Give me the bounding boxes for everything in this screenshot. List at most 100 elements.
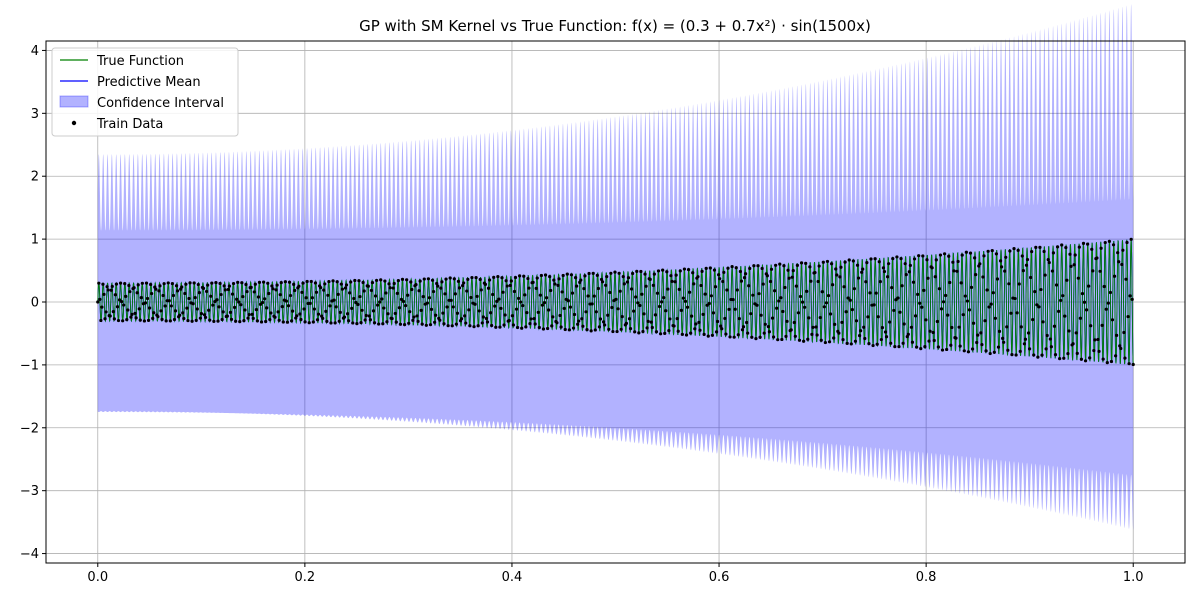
train-data-point: [960, 253, 964, 257]
train-data-point: [775, 306, 779, 310]
train-data-point: [1089, 324, 1093, 328]
train-data-point: [239, 303, 243, 307]
train-data-point: [808, 265, 812, 269]
train-data-point: [505, 284, 509, 288]
train-data-point: [732, 335, 736, 339]
train-data-point: [823, 340, 827, 345]
train-data-point: [946, 313, 950, 317]
train-data-point: [180, 285, 184, 289]
train-data-point: [730, 265, 734, 269]
train-data-point: [316, 312, 321, 316]
train-data-point: [981, 275, 985, 279]
train-data-point: [1128, 294, 1132, 298]
train-data-point: [453, 292, 457, 296]
train-data-point: [568, 305, 573, 309]
train-data-point: [496, 274, 500, 279]
train-data-point: [792, 320, 796, 325]
train-data-point: [844, 310, 848, 314]
train-data-point: [297, 284, 301, 288]
train-data-point: [96, 300, 100, 304]
y-tick-label: 4: [31, 44, 39, 59]
train-data-point: [638, 303, 642, 308]
train-data-point: [1046, 258, 1050, 262]
train-data-point: [795, 263, 800, 267]
train-data-point: [833, 322, 837, 326]
train-data-point: [137, 307, 141, 311]
train-data-point: [1027, 347, 1032, 351]
train-data-point: [428, 323, 433, 327]
train-data-point: [493, 304, 497, 308]
train-data-point: [198, 316, 202, 320]
train-data-point: [633, 330, 637, 334]
train-data-point: [326, 293, 330, 297]
train-data-point: [113, 293, 117, 297]
train-data-point: [970, 347, 975, 351]
train-data-point: [605, 275, 609, 279]
train-data-point: [435, 281, 439, 286]
train-data-point: [191, 302, 195, 306]
train-data-point: [945, 347, 949, 352]
train-data-point: [895, 255, 899, 259]
train-data-point: [559, 325, 563, 329]
train-data-point: [466, 277, 470, 281]
train-data-point: [511, 323, 516, 327]
train-data-point: [244, 282, 248, 287]
train-data-point: [386, 312, 390, 316]
train-data-point: [824, 301, 829, 305]
train-data-point: [514, 307, 519, 311]
train-data-point: [562, 306, 566, 311]
train-data-point: [688, 290, 692, 294]
train-data-point: [807, 316, 811, 320]
train-data-point: [759, 313, 763, 317]
y-tick-label: −1: [20, 358, 39, 373]
train-data-point: [1104, 307, 1108, 311]
train-data-point: [847, 258, 851, 262]
train-data-point: [212, 319, 216, 323]
train-data-point: [781, 309, 785, 314]
train-data-point: [1083, 359, 1088, 363]
train-data-point: [520, 326, 524, 330]
train-data-point: [708, 266, 712, 270]
train-data-point: [761, 282, 765, 286]
train-data-point: [222, 284, 226, 288]
train-data-point: [932, 338, 936, 343]
train-data-point: [961, 313, 965, 317]
train-data-point: [776, 338, 780, 342]
train-data-point: [675, 317, 679, 321]
train-data-point: [546, 326, 550, 331]
train-data-point: [168, 319, 172, 323]
train-data-point: [508, 283, 512, 288]
train-data-point: [194, 318, 198, 323]
train-data-point: [134, 316, 138, 320]
train-data-point: [893, 345, 897, 349]
train-data-point: [739, 279, 744, 283]
train-data-point: [1035, 303, 1039, 307]
train-data-point: [410, 287, 414, 292]
train-data-point: [790, 275, 794, 279]
train-data-point: [483, 282, 488, 286]
train-data-point: [762, 331, 766, 335]
train-data-point: [398, 322, 403, 326]
train-data-point: [974, 273, 978, 277]
train-data-point: [668, 317, 672, 321]
legend-confidence-interval-swatch: [59, 95, 89, 108]
train-data-point: [619, 327, 623, 331]
train-data-point: [363, 318, 367, 322]
train-data-point: [773, 289, 777, 293]
train-data-point: [819, 338, 823, 342]
train-data-point: [758, 335, 762, 339]
train-data-point: [160, 317, 164, 322]
train-data-point: [727, 307, 731, 311]
train-data-point: [880, 326, 885, 330]
train-data-point: [686, 268, 691, 272]
train-data-point: [969, 285, 974, 289]
train-data-point: [810, 332, 814, 336]
train-data-point: [610, 305, 614, 310]
train-data-point: [632, 309, 636, 313]
train-data-point: [270, 284, 274, 288]
train-data-point: [469, 295, 473, 300]
train-data-point: [305, 279, 309, 284]
train-data-point: [311, 320, 315, 324]
train-data-point: [1034, 245, 1038, 249]
x-axis: 0.0 0.2 0.4 0.6 0.8 1.0: [87, 563, 1144, 585]
